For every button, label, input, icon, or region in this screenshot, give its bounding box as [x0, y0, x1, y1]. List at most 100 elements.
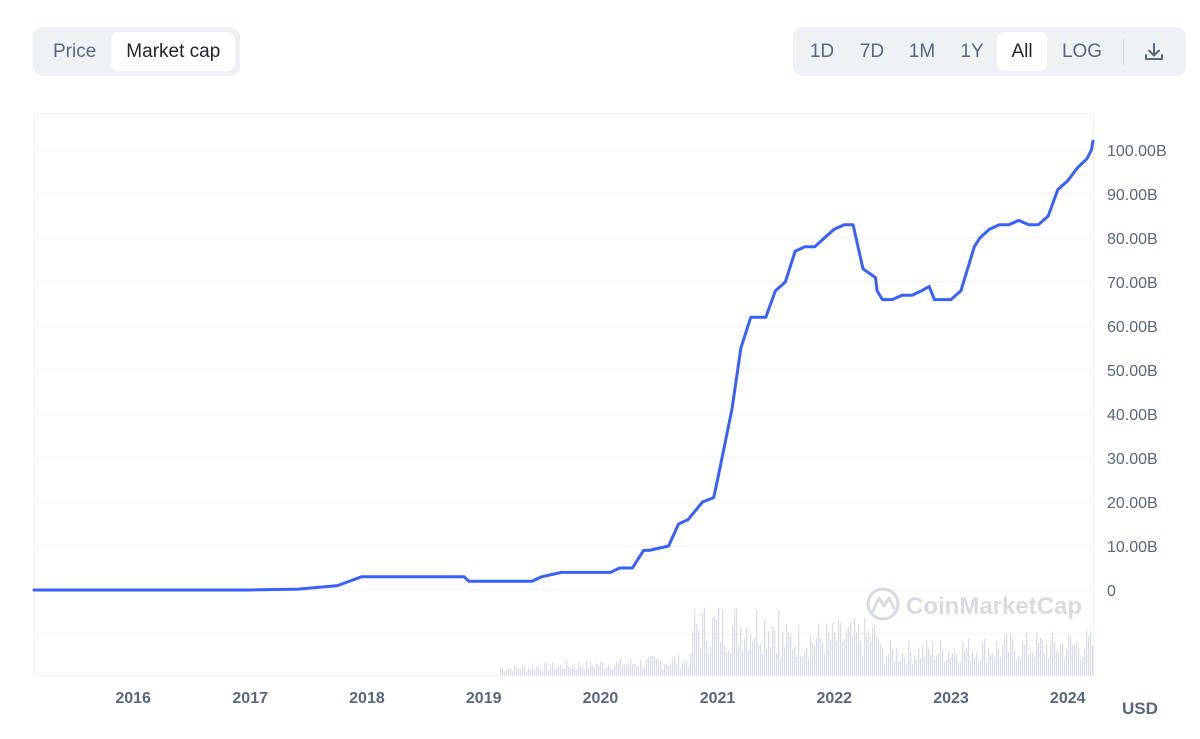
volume-bar: [810, 636, 812, 675]
volume-bar: [900, 660, 902, 675]
volume-bar: [1032, 652, 1034, 675]
volume-bar: [620, 657, 622, 675]
volume-bar: [1034, 657, 1036, 675]
volume-bar: [988, 647, 990, 675]
volume-bar: [1038, 643, 1040, 675]
volume-bar: [792, 649, 794, 675]
volume-bar: [1062, 643, 1064, 675]
volume-bar: [822, 642, 824, 675]
volume-bar: [878, 639, 880, 675]
volume-bar: [692, 631, 694, 675]
volume-bar: [872, 626, 874, 675]
y-tick-label: 30.00B: [1107, 451, 1158, 468]
volume-bar: [910, 651, 912, 675]
volume-bar: [564, 669, 566, 675]
volume-bar: [1092, 646, 1094, 675]
volume-bar: [508, 668, 510, 675]
volume-bar: [902, 651, 904, 675]
volume-bar: [542, 671, 544, 675]
volume-bar: [998, 648, 1000, 675]
volume-bar: [1042, 640, 1044, 675]
volume-bar: [962, 643, 964, 675]
volume-bar: [1022, 640, 1024, 675]
range-selector: 1D 7D 1M 1Y All LOG: [793, 27, 1186, 76]
volume-bar: [740, 627, 742, 675]
volume-bar: [574, 667, 576, 675]
volume-bars: [500, 607, 1094, 675]
log-scale-button[interactable]: LOG: [1061, 41, 1103, 62]
download-button[interactable]: [1130, 32, 1178, 71]
plot-frame: [34, 113, 1094, 676]
volume-bar: [1010, 634, 1012, 675]
volume-bar: [520, 669, 522, 675]
volume-bar: [670, 663, 672, 675]
volume-bar: [546, 662, 548, 675]
volume-bar: [870, 642, 872, 675]
volume-bar: [892, 648, 894, 675]
volume-bar: [512, 671, 514, 675]
volume-bar: [970, 660, 972, 675]
volume-bar: [754, 637, 756, 675]
x-tick-label: 2022: [816, 690, 852, 707]
volume-bar: [840, 623, 842, 675]
volume-bar: [816, 638, 818, 675]
volume-bar: [836, 640, 838, 675]
volume-bar: [694, 609, 696, 675]
x-tick-label: 2020: [583, 690, 619, 707]
range-1m-button[interactable]: 1M: [908, 41, 936, 62]
volume-bar: [882, 647, 884, 675]
volume-bar: [706, 640, 708, 675]
range-7d-button[interactable]: 7D: [859, 41, 885, 62]
volume-bar: [524, 666, 526, 675]
volume-bar: [1044, 653, 1046, 675]
volume-bar: [1090, 630, 1092, 675]
volume-bar: [510, 668, 512, 675]
volume-bar: [730, 653, 732, 675]
volume-bar: [640, 659, 642, 675]
volume-bar: [742, 651, 744, 675]
volume-bar: [680, 668, 682, 675]
volume-bar: [752, 641, 754, 675]
range-1d-button[interactable]: 1D: [809, 41, 835, 62]
volume-bar: [1026, 632, 1028, 675]
volume-bar: [912, 663, 914, 675]
coinmarketcap-logo-icon: [866, 587, 900, 621]
volume-bar: [718, 608, 720, 675]
market-cap-tab[interactable]: Market cap: [111, 32, 236, 71]
volume-bar: [828, 632, 830, 675]
volume-bar: [688, 667, 690, 675]
y-tick-label: 60.00B: [1107, 319, 1158, 336]
range-1y-button[interactable]: 1Y: [960, 41, 984, 62]
y-tick-label: 10.00B: [1107, 539, 1158, 556]
volume-bar: [614, 665, 616, 675]
volume-bar: [736, 608, 738, 675]
volume-bar: [996, 641, 998, 675]
volume-bar: [562, 668, 564, 675]
volume-bar: [566, 660, 568, 675]
volume-bar: [1030, 651, 1032, 675]
volume-bar: [1012, 638, 1014, 675]
volume-bar: [940, 640, 942, 675]
price-tab[interactable]: Price: [53, 41, 97, 62]
volume-bar: [856, 632, 858, 675]
volume-bar: [762, 653, 764, 675]
x-tick-label: 2016: [115, 690, 151, 707]
volume-bar: [610, 669, 612, 675]
volume-bar: [712, 617, 714, 675]
volume-bar: [582, 666, 584, 675]
volume-bar: [758, 646, 760, 675]
volume-bar: [966, 648, 968, 675]
volume-bar: [1054, 642, 1056, 675]
volume-bar: [764, 619, 766, 675]
volume-bar: [1068, 634, 1070, 675]
volume-bar: [646, 658, 648, 675]
volume-bar: [538, 667, 540, 675]
volume-bar: [622, 665, 624, 675]
volume-bar: [986, 662, 988, 675]
volume-bar: [690, 653, 692, 675]
range-all-button[interactable]: All: [997, 32, 1047, 71]
volume-bar: [650, 655, 652, 675]
volume-bar: [920, 658, 922, 675]
volume-bar: [888, 653, 890, 675]
